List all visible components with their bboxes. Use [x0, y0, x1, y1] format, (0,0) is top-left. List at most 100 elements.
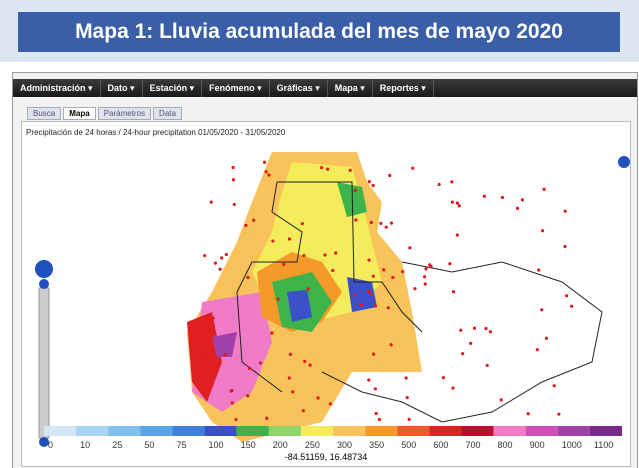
zoom-out[interactable] — [39, 437, 49, 447]
station-dot — [232, 202, 236, 207]
station-dot — [308, 363, 312, 367]
legend-swatch — [140, 426, 173, 436]
station-dot — [455, 201, 459, 205]
menu-item[interactable]: Dato — [101, 79, 143, 97]
legend-swatch — [525, 426, 558, 436]
legend-swatch — [172, 426, 205, 436]
banner: Mapa 1: Lluvia acumulada del mes de mayo… — [0, 0, 639, 62]
station-dot — [557, 412, 561, 416]
legend-swatch — [300, 426, 333, 436]
station-dot — [231, 178, 236, 182]
legend-swatch — [461, 426, 494, 436]
legend-swatch — [589, 426, 622, 436]
station-dot — [270, 331, 274, 335]
station-dot — [252, 218, 256, 222]
station-dot — [334, 251, 338, 255]
station-dot — [485, 363, 489, 368]
station-dot — [353, 188, 357, 192]
legend-swatch — [397, 426, 430, 436]
legend-label: 250 — [305, 440, 320, 450]
station-dot — [247, 366, 252, 370]
menu-item[interactable]: Fenómeno — [202, 79, 270, 97]
tab[interactable]: Parámetros — [97, 107, 152, 120]
menu-item[interactable]: Administración — [13, 79, 101, 97]
tab[interactable]: Mapa — [63, 107, 96, 120]
map: 0 10 25 50 75 100 150 200 250 300 350 500 600 700 800 9… — [35, 152, 630, 462]
station-dot — [469, 341, 473, 346]
station-dot — [404, 376, 408, 380]
station-dot — [540, 229, 545, 233]
station-dot — [367, 258, 371, 262]
menu-item[interactable]: Gráficas — [270, 79, 328, 97]
station-dot — [459, 328, 463, 332]
station-dot — [302, 253, 306, 258]
station-dot — [371, 274, 375, 278]
station-dot — [379, 221, 383, 225]
menu-item[interactable]: Reportes — [373, 79, 434, 97]
station-dot — [423, 282, 427, 286]
station-dot — [401, 270, 405, 274]
legend: 0 10 25 50 75 100 150 200 250 300 350 500 600 700 800 9… — [44, 426, 622, 450]
station-dot — [203, 253, 207, 258]
station-dot — [262, 160, 267, 164]
legend-label: 350 — [369, 440, 384, 450]
station-dot — [271, 239, 275, 243]
zoom-in[interactable] — [39, 279, 49, 289]
station-dot — [451, 386, 455, 390]
station-dot — [563, 209, 567, 213]
station-dot — [223, 353, 227, 357]
station-dot — [368, 292, 373, 296]
station-dot — [303, 359, 307, 363]
legend-swatch — [365, 426, 398, 436]
station-dot — [448, 262, 452, 266]
country-borders — [236, 181, 603, 423]
station-dot — [244, 223, 248, 228]
station-dot — [515, 206, 520, 210]
station-dot — [367, 378, 371, 382]
station-dot — [348, 168, 352, 172]
tab-bar: Busca Mapa Parámetros Data — [27, 107, 182, 120]
legend-label: 1000 — [562, 440, 582, 450]
station-dot — [291, 390, 295, 394]
station-dot — [230, 401, 234, 405]
tab[interactable]: Data — [153, 107, 182, 120]
station-dot — [371, 183, 375, 188]
station-dot — [552, 384, 556, 388]
station-dot — [450, 180, 454, 184]
legend-label: 1100 — [594, 440, 613, 450]
station-dot — [391, 275, 395, 280]
app-window: AdministraciónDatoEstaciónFenómenoGráfic… — [12, 72, 638, 468]
station-dot — [288, 352, 293, 356]
station-dot — [537, 268, 541, 272]
legend-label: 600 — [433, 440, 448, 450]
station-dot — [472, 326, 477, 330]
station-dot — [500, 195, 505, 200]
layer-switcher[interactable] — [618, 156, 630, 168]
station-dot — [326, 167, 330, 171]
station-dot — [367, 180, 371, 184]
station-dot — [213, 261, 217, 265]
legend-label: 500 — [401, 440, 416, 450]
station-dot — [461, 352, 465, 356]
menu-bar: AdministraciónDatoEstaciónFenómenoGráfic… — [13, 79, 637, 97]
legend-swatch — [429, 426, 462, 436]
station-dot — [354, 218, 358, 222]
menu-item[interactable]: Estación — [143, 79, 203, 97]
station-dot — [359, 303, 363, 307]
station-dot — [224, 252, 228, 257]
legend-label: 200 — [273, 440, 288, 450]
station-dot — [231, 165, 235, 170]
station-dot — [413, 287, 417, 291]
station-dot — [389, 221, 394, 225]
legend-label: 800 — [498, 440, 513, 450]
map-subtitle: Precipitación de 24 horas / 24-hour prec… — [26, 128, 286, 137]
station-dot — [369, 220, 373, 225]
station-dot — [276, 297, 280, 301]
station-dot — [323, 253, 327, 257]
station-dot — [405, 395, 409, 400]
station-dot — [287, 376, 291, 380]
station-dot — [386, 306, 390, 310]
station-dot — [389, 343, 393, 347]
tab[interactable]: Busca — [27, 107, 62, 120]
menu-item[interactable]: Mapa — [328, 79, 373, 97]
